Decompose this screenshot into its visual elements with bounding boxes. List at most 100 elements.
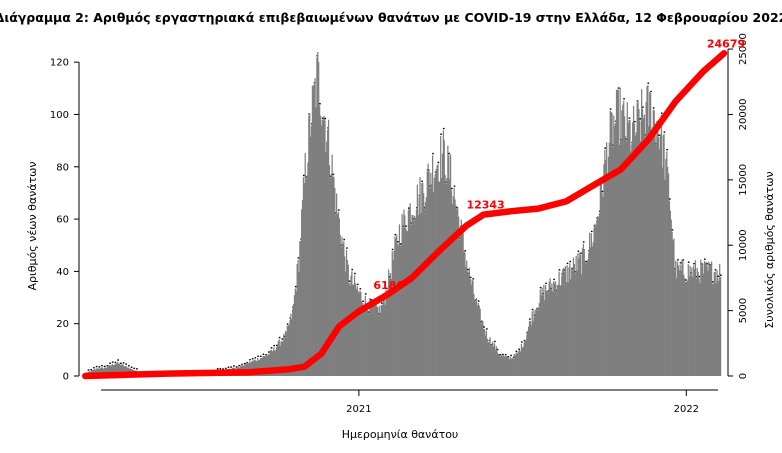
daily-bar: [435, 169, 437, 376]
daily-bar: [596, 219, 598, 376]
daily-bar: [603, 164, 605, 376]
daily-bar-label: [440, 133, 442, 135]
daily-bar: [612, 147, 614, 376]
daily-bar: [640, 141, 642, 376]
daily-bar: [493, 343, 496, 376]
daily-bar: [324, 120, 326, 377]
daily-bar-label: [545, 282, 547, 284]
daily-bar-label: [685, 279, 687, 281]
daily-bar: [502, 355, 505, 376]
daily-bar: [253, 359, 255, 376]
daily-bar-label: [531, 308, 534, 311]
daily-bar: [466, 271, 469, 376]
daily-bar: [100, 367, 103, 376]
daily-bar: [649, 93, 652, 376]
daily-bar: [527, 330, 529, 376]
daily-bar: [575, 255, 577, 376]
daily-bar: [385, 289, 387, 376]
daily-bar: [711, 283, 714, 376]
daily-bar: [293, 295, 296, 376]
daily-bar-label: [332, 173, 335, 176]
daily-bar: [533, 310, 535, 376]
daily-bar: [284, 330, 287, 376]
daily-bar-label: [628, 117, 631, 119]
daily-bar: [663, 133, 665, 376]
daily-bar: [555, 292, 558, 376]
daily-bar: [113, 365, 115, 376]
daily-bar-label: [539, 286, 542, 289]
daily-bar: [615, 123, 617, 376]
daily-bar: [318, 105, 321, 377]
daily-bar: [440, 178, 443, 376]
daily-bar: [501, 354, 503, 376]
daily-bar: [119, 365, 122, 376]
daily-bar: [300, 240, 302, 376]
daily-bar-label: [652, 107, 655, 109]
daily-bar-label: [494, 340, 496, 343]
daily-bar: [598, 213, 601, 376]
daily-bar: [661, 167, 663, 376]
daily-bar: [290, 313, 292, 376]
daily-bar: [382, 294, 384, 376]
daily-bar: [609, 110, 611, 376]
daily-bar: [677, 265, 680, 376]
daily-bar-label: [569, 260, 572, 263]
daily-bar: [404, 215, 406, 376]
daily-bar: [366, 307, 368, 376]
daily-bar: [638, 109, 640, 377]
daily-bar-label: [278, 336, 281, 339]
daily-bar: [436, 165, 438, 376]
daily-bar: [527, 326, 530, 376]
daily-bar: [509, 359, 511, 376]
y-axis-left-title: Αριθμός νέων θανάτων: [26, 162, 39, 291]
daily-bar: [395, 238, 397, 376]
daily-bar: [420, 213, 422, 376]
daily-bar: [311, 85, 314, 376]
daily-bar: [641, 89, 643, 377]
daily-bar-label: [251, 358, 254, 360]
daily-bar: [384, 304, 386, 376]
daily-bar-label: [348, 280, 351, 282]
daily-bar: [353, 284, 355, 376]
daily-bar: [452, 196, 454, 376]
daily-bar-label: [286, 323, 289, 325]
daily-bar: [388, 278, 391, 376]
daily-bar: [587, 259, 589, 376]
daily-bar: [564, 266, 567, 376]
daily-bar-label: [93, 367, 95, 369]
daily-bar: [590, 233, 593, 376]
daily-bar: [477, 302, 479, 376]
daily-bar: [709, 266, 711, 376]
y-right-tick-label: 10000: [738, 229, 749, 261]
daily-bar: [95, 368, 97, 376]
daily-bar: [681, 259, 683, 376]
daily-bar: [320, 125, 323, 376]
daily-bar: [540, 295, 542, 376]
daily-bar-label: [472, 278, 475, 280]
daily-bar-label: [623, 98, 625, 100]
daily-bar-label: [720, 274, 722, 276]
daily-bar: [580, 255, 582, 376]
daily-bar: [316, 57, 318, 376]
daily-bar-label: [486, 328, 488, 330]
daily-bar: [719, 277, 722, 376]
daily-bar-label: [343, 238, 345, 241]
daily-bar: [545, 285, 547, 376]
daily-bar: [344, 256, 346, 376]
daily-bar-label: [354, 272, 356, 275]
daily-bar: [488, 342, 490, 376]
daily-bar: [475, 297, 478, 376]
daily-bar: [260, 357, 262, 376]
daily-bar: [506, 356, 508, 376]
daily-bar-label: [663, 131, 666, 133]
daily-bar: [574, 273, 576, 376]
daily-bar: [652, 109, 654, 377]
daily-bar-label: [669, 198, 671, 200]
daily-bar: [329, 178, 331, 376]
daily-bar-label: [303, 174, 305, 177]
daily-bar-label: [660, 112, 663, 114]
daily-bar: [406, 231, 409, 376]
cumulative-line-group: [82, 50, 728, 380]
daily-bar-label: [706, 263, 709, 265]
